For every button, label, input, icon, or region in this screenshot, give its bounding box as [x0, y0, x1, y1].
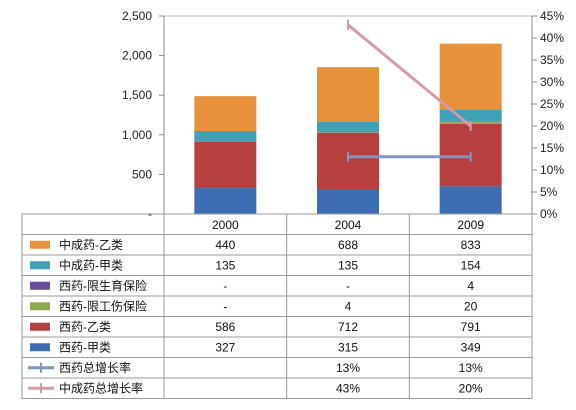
legend-entry: 西药-甲类: [59, 340, 111, 354]
legend-key-: [30, 240, 50, 249]
right-tick-label: 35%: [540, 53, 564, 67]
data-label: 688: [338, 238, 358, 252]
data-label: 440: [215, 238, 235, 252]
data-label: 135: [215, 258, 235, 272]
legend-key-: [30, 302, 50, 311]
right-axis: 0% 5% 10% 15% 20% 25% 30% 35% 40% 45%: [531, 9, 564, 221]
data-label: 154: [461, 258, 481, 272]
data-label: 4: [345, 299, 352, 313]
left-tick-label: 1,500: [122, 88, 152, 102]
x-tick-label: 2000: [212, 218, 239, 232]
line-: [347, 23, 472, 128]
right-tick-label: 30%: [540, 75, 564, 89]
data-label: 327: [215, 340, 235, 354]
data-label: 20%: [459, 381, 483, 395]
data-label: 13%: [336, 361, 360, 375]
bar--2004: [317, 121, 379, 133]
legend-key-: [30, 322, 50, 331]
legend-key-: [30, 343, 50, 352]
data-label: 833: [461, 238, 481, 252]
right-tick-label: 45%: [540, 9, 564, 23]
right-tick-label: 15%: [540, 141, 564, 155]
data-table: 2000 2004 2009 中成药-乙类 440 688 833 中成药-甲类 135 135 1…: [21, 213, 533, 399]
data-label: -: [346, 279, 350, 293]
bar--2000: [194, 141, 257, 189]
bar--2009: [439, 109, 502, 122]
data-label: 135: [338, 258, 358, 272]
legend-entry: 中成药-甲类: [59, 257, 123, 272]
bar--2000: [194, 188, 257, 214]
left-tick-label: 2,500: [122, 9, 152, 23]
left-tick-label: 2,000: [122, 49, 152, 63]
legend-entry: 中成药总增长率: [59, 380, 143, 395]
data-label: 315: [338, 340, 358, 354]
bar--2004: [317, 189, 379, 214]
data-label: 20: [464, 299, 478, 313]
bar--2004: [317, 67, 379, 122]
right-tick-label: 10%: [540, 163, 564, 177]
x-tick-label: 2009: [457, 218, 484, 232]
legend-entry: 西药-乙类: [59, 320, 111, 334]
right-tick-label: 5%: [540, 185, 558, 199]
legend-key-: [30, 281, 50, 290]
data-label: 13%: [459, 361, 483, 375]
left-tick-label: 500: [132, 167, 152, 181]
bar--2009: [439, 186, 502, 214]
left-tick-label: 1,000: [122, 128, 152, 142]
legend-entry: 西药-限工伤保险: [59, 298, 147, 313]
legend-entry: 西药总增长率: [59, 360, 131, 375]
legend-entry: 中成药-乙类: [59, 237, 123, 252]
data-label: -: [223, 279, 227, 293]
right-tick-label: 20%: [540, 119, 564, 133]
legend-entry: 西药-限生育保险: [59, 278, 147, 293]
bar--2009: [439, 43, 502, 110]
right-tick-label: 40%: [540, 31, 564, 45]
right-tick-label: 0%: [540, 207, 558, 221]
data-label: -: [223, 299, 227, 313]
data-label: 349: [461, 340, 481, 354]
data-label: 4: [467, 279, 474, 293]
bar--2000: [194, 130, 257, 142]
legend-key-: [30, 261, 50, 270]
bar--2000: [194, 96, 257, 131]
x-tick-label: 2004: [335, 218, 362, 232]
data-label: 712: [338, 320, 358, 334]
data-label: 586: [215, 320, 235, 334]
plot-area: [163, 15, 533, 215]
data-label: 791: [461, 320, 481, 334]
right-tick-label: 25%: [540, 97, 564, 111]
data-label: 43%: [336, 381, 360, 395]
